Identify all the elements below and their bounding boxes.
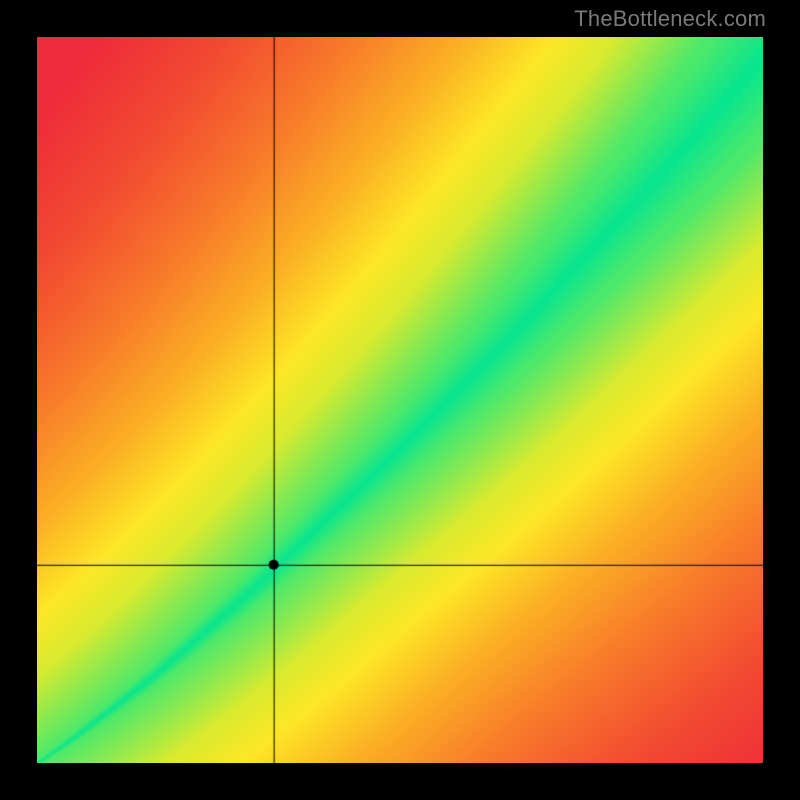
bottleneck-heatmap — [37, 37, 763, 763]
heatmap-canvas — [37, 37, 763, 763]
watermark-text: TheBottleneck.com — [574, 6, 766, 32]
